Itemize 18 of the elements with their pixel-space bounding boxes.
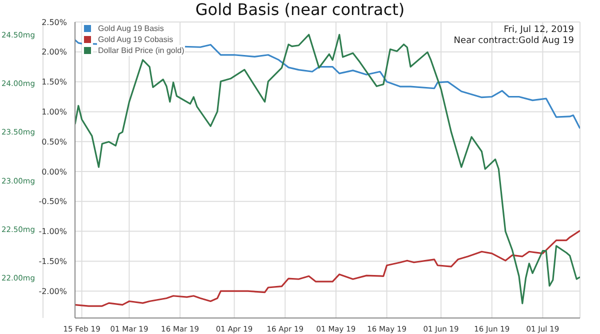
legend-label: Dollar Bid Price (in gold) — [97, 45, 186, 56]
y-tick-label: -2.00% — [38, 286, 68, 296]
legend-label: Gold Aug 19 Basis — [97, 23, 165, 34]
y-tick-label: 1.00% — [42, 108, 68, 117]
chart-title: Gold Basis (near contract) — [194, 0, 406, 19]
annotation: Fri, Jul 12, 2019 — [502, 25, 574, 36]
y-tick-label: -1.50% — [38, 257, 68, 266]
y-tick-label: -0.50% — [38, 197, 68, 206]
line-series — [75, 230, 580, 307]
y-tick-label: 1.50% — [42, 78, 68, 87]
legend-label: Gold Aug 19 Cobasis — [97, 34, 174, 45]
y-tick-label: -1.00% — [38, 227, 68, 236]
annotation: Near contract:Gold Aug 19 — [454, 36, 574, 47]
line-series — [75, 34, 580, 304]
y-tick-label: 2.00% — [42, 48, 68, 57]
y-tick-label: 2.50% — [42, 18, 68, 27]
y-tick-label: 0.00% — [42, 167, 68, 176]
y-tick-label: 0.50% — [42, 137, 68, 146]
